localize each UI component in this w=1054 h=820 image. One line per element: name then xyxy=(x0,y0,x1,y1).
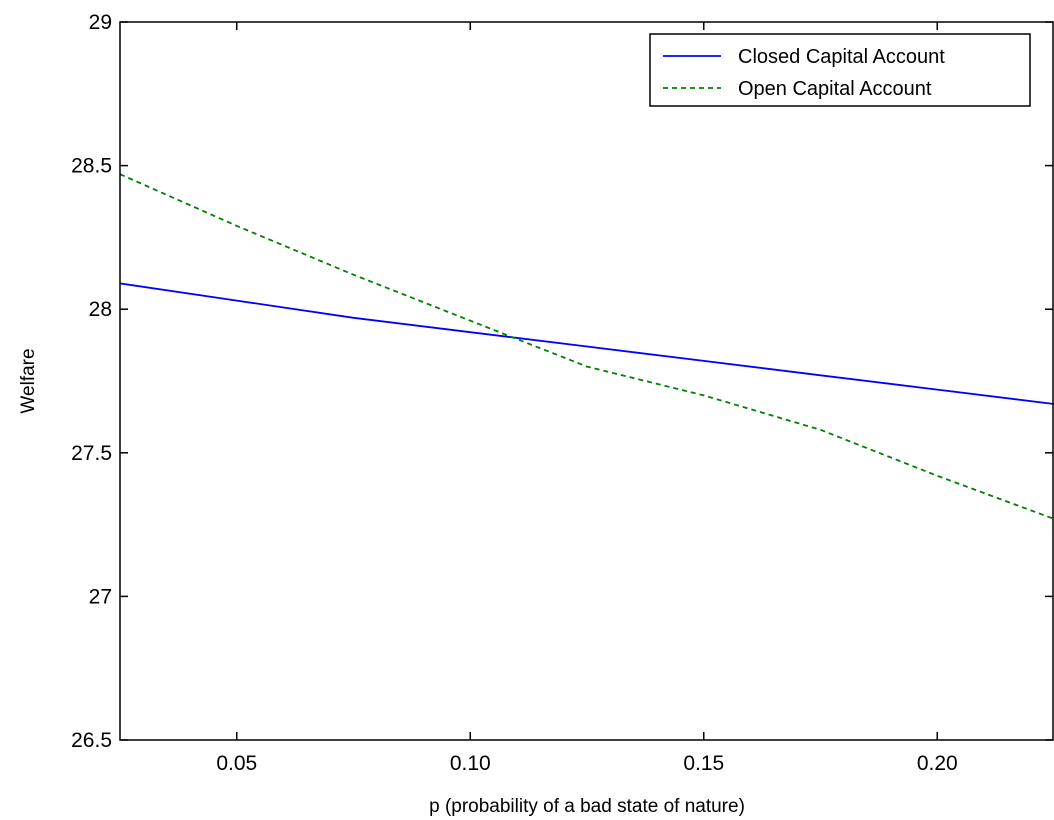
y-tick-label: 27 xyxy=(89,585,112,608)
x-tick-label: 0.15 xyxy=(683,752,724,775)
x-tick-label: 0.20 xyxy=(917,752,958,775)
legend: Closed Capital Account Open Capital Acco… xyxy=(649,33,1031,107)
legend-box xyxy=(649,33,1031,107)
y-axis-ticks: 26.5 27 27.5 28 28.5 29 xyxy=(71,11,1053,752)
x-axis-title: p (probability of a bad state of nature) xyxy=(429,796,745,817)
axes-frame xyxy=(119,21,1054,741)
legend-label-open: Open Capital Account xyxy=(738,78,932,100)
x-tick-label: 0.10 xyxy=(450,752,491,775)
y-tick-label: 28 xyxy=(89,298,112,321)
y-tick-label: 27.5 xyxy=(71,442,112,465)
y-tick-label: 29 xyxy=(89,11,112,34)
x-axis-ticks: 0.05 0.10 0.15 0.20 xyxy=(216,22,958,775)
x-tick-label: 0.05 xyxy=(216,752,257,775)
series-line-closed xyxy=(119,282,1054,405)
series-line-open xyxy=(119,173,1054,520)
legend-label-closed: Closed Capital Account xyxy=(738,46,945,68)
y-tick-label: 26.5 xyxy=(71,729,112,752)
y-axis-title: Welfare xyxy=(18,348,39,413)
y-tick-label: 28.5 xyxy=(71,155,112,178)
